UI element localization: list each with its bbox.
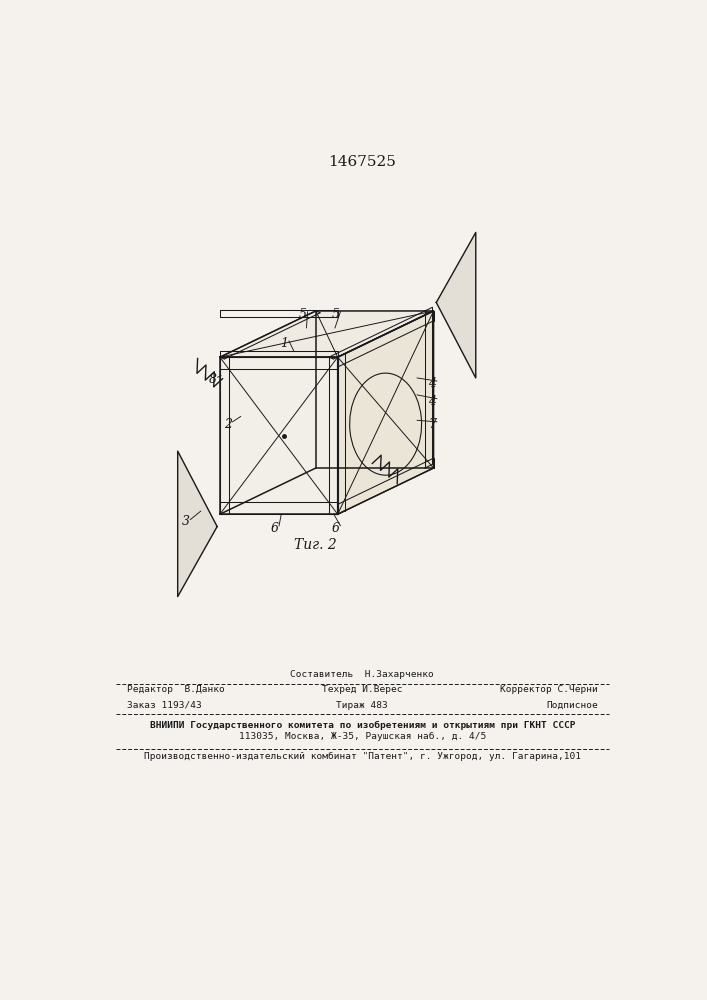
Text: Техред И.Верес: Техред И.Верес bbox=[322, 685, 402, 694]
Polygon shape bbox=[177, 451, 217, 597]
Polygon shape bbox=[220, 357, 338, 514]
Text: 5: 5 bbox=[332, 308, 340, 321]
Polygon shape bbox=[436, 232, 476, 378]
Text: Редактор  В.Данко: Редактор В.Данко bbox=[127, 685, 225, 694]
Text: Составитель  Н.Захарченко: Составитель Н.Захарченко bbox=[291, 670, 434, 679]
Text: 6: 6 bbox=[271, 522, 279, 535]
Text: Подписное: Подписное bbox=[547, 701, 598, 710]
Text: 4: 4 bbox=[428, 377, 436, 390]
Text: 1: 1 bbox=[281, 337, 288, 350]
Text: 5: 5 bbox=[299, 308, 307, 321]
Text: Корректор С.Черни: Корректор С.Черни bbox=[500, 685, 598, 694]
Text: Производственно-издательский комбинат "Патент", г. Ужгород, ул. Гагарина,101: Производственно-издательский комбинат "П… bbox=[144, 751, 581, 761]
Text: 6: 6 bbox=[332, 522, 340, 535]
Text: 4: 4 bbox=[428, 395, 436, 408]
Text: 2: 2 bbox=[224, 418, 232, 431]
Text: Тираж 483: Тираж 483 bbox=[337, 701, 388, 710]
Text: Заказ 1193/43: Заказ 1193/43 bbox=[127, 701, 201, 710]
Text: Τиг. 2: Τиг. 2 bbox=[294, 538, 337, 552]
Polygon shape bbox=[338, 311, 433, 514]
Polygon shape bbox=[220, 311, 433, 357]
Text: 113035, Москва, Ж-35, Раушская наб., д. 4/5: 113035, Москва, Ж-35, Раушская наб., д. … bbox=[239, 732, 486, 741]
Text: 8: 8 bbox=[209, 373, 217, 386]
Text: 7: 7 bbox=[428, 418, 436, 431]
Text: 1467525: 1467525 bbox=[328, 155, 397, 169]
Text: ВНИИПИ Государственного комитета по изобретениям и открытиям при ГКНТ СССР: ВНИИПИ Государственного комитета по изоб… bbox=[150, 721, 575, 730]
Text: 3: 3 bbox=[182, 515, 190, 528]
